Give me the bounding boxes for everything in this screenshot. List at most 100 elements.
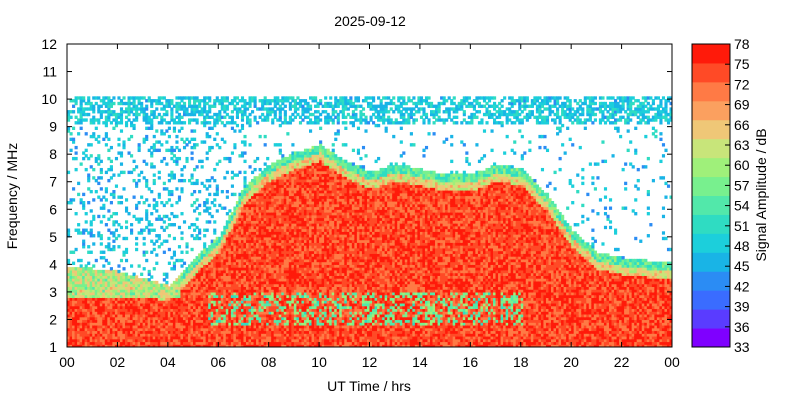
heatmap-cell	[193, 344, 197, 347]
heatmap-cell	[185, 143, 189, 147]
heatmap-cell	[92, 305, 96, 310]
heatmap-cell	[132, 319, 136, 323]
heatmap-cell	[271, 269, 275, 274]
heatmap-cell	[127, 341, 131, 345]
heatmap-cell	[266, 189, 270, 194]
heatmap-cell	[67, 305, 71, 310]
heatmap-cell	[162, 316, 166, 321]
heatmap-cell	[248, 269, 252, 274]
heatmap-cell	[298, 335, 303, 340]
heatmap-cell	[135, 181, 139, 186]
heatmap-cell	[205, 101, 209, 106]
heatmap-cell	[253, 344, 257, 347]
heatmap-cell	[99, 206, 103, 210]
heatmap-cell	[127, 330, 131, 334]
heatmap-cell	[203, 319, 207, 323]
heatmap-cell	[94, 189, 98, 194]
heatmap-cell	[203, 280, 207, 285]
heatmap-cell	[225, 269, 229, 274]
heatmap-cell	[117, 333, 121, 337]
heatmap-cell	[132, 311, 136, 315]
heatmap-cell	[69, 291, 73, 296]
heatmap-cell	[74, 333, 78, 337]
heatmap-cell	[89, 311, 93, 315]
heatmap-cell	[288, 269, 292, 274]
heatmap-cell	[298, 264, 303, 268]
heatmap-cell	[251, 247, 255, 252]
heatmap-cell	[177, 278, 182, 282]
heatmap-cell	[210, 280, 214, 285]
heatmap-cell	[240, 206, 245, 210]
heatmap-cell	[208, 286, 212, 290]
heatmap-cell	[182, 327, 187, 332]
heatmap-cell	[170, 316, 174, 321]
heatmap-cell	[109, 322, 113, 326]
heatmap-cell	[291, 203, 295, 208]
heatmap-cell	[107, 324, 111, 329]
heatmap-cell	[67, 322, 71, 326]
heatmap-cell	[99, 250, 103, 254]
heatmap-cell	[74, 322, 78, 326]
heatmap-cell	[266, 256, 270, 260]
heatmap-cell	[82, 341, 86, 345]
heatmap-cell	[210, 245, 214, 249]
heatmap-cell	[203, 330, 207, 334]
heatmap-cell	[238, 236, 242, 241]
heatmap-cell	[152, 319, 156, 323]
heatmap-cell	[220, 275, 224, 279]
heatmap-cell	[288, 245, 292, 249]
heatmap-cell	[273, 165, 277, 169]
heatmap-cell	[135, 305, 139, 310]
heatmap-cell	[266, 264, 270, 268]
heatmap-cell	[288, 316, 292, 321]
heatmap-cell	[303, 236, 308, 241]
heatmap-cell	[104, 123, 108, 128]
heatmap-cell	[215, 278, 219, 282]
heatmap-cell	[301, 261, 305, 265]
heatmap-cell	[69, 338, 73, 343]
heatmap-cell	[117, 341, 121, 345]
heatmap-cell	[253, 159, 257, 164]
heatmap-cell	[266, 297, 270, 301]
heatmap-cell	[266, 228, 270, 232]
heatmap-cell	[213, 333, 217, 337]
heatmap-cell	[268, 167, 272, 172]
heatmap-cell	[140, 291, 144, 296]
heatmap-cell	[271, 250, 275, 254]
heatmap-cell	[112, 300, 116, 304]
heatmap-cell	[293, 217, 297, 221]
heatmap-cell	[104, 319, 108, 323]
heatmap-cell	[258, 258, 262, 263]
heatmap-cell	[67, 291, 71, 296]
heatmap-cell	[223, 289, 227, 293]
heatmap-cell	[190, 261, 194, 265]
heatmap-cell	[213, 294, 217, 299]
heatmap-cell	[160, 129, 164, 133]
heatmap-cell	[130, 96, 134, 100]
heatmap-cell	[172, 236, 176, 241]
heatmap-cell	[273, 206, 277, 210]
heatmap-cell	[261, 269, 265, 274]
heatmap-cell	[273, 176, 277, 180]
heatmap-cell	[180, 258, 184, 263]
heatmap-cell	[240, 322, 245, 326]
heatmap-cell	[273, 225, 277, 230]
heatmap-cell	[256, 247, 260, 252]
heatmap-cell	[268, 242, 272, 246]
heatmap-cell	[135, 203, 139, 208]
heatmap-cell	[112, 289, 116, 293]
heatmap-cell	[288, 187, 292, 191]
heatmap-cell	[281, 267, 285, 271]
heatmap-cell	[67, 289, 71, 293]
heatmap-cell	[258, 327, 262, 332]
heatmap-cell	[273, 256, 277, 260]
heatmap-cell	[127, 112, 131, 117]
heatmap-cell	[104, 278, 108, 282]
heatmap-cell	[281, 302, 285, 307]
heatmap-cell	[87, 316, 91, 321]
heatmap-cell	[172, 104, 176, 108]
heatmap-cell	[124, 101, 129, 106]
heatmap-cell	[198, 269, 202, 274]
heatmap-cell	[291, 294, 295, 299]
heatmap-cell	[150, 126, 154, 130]
